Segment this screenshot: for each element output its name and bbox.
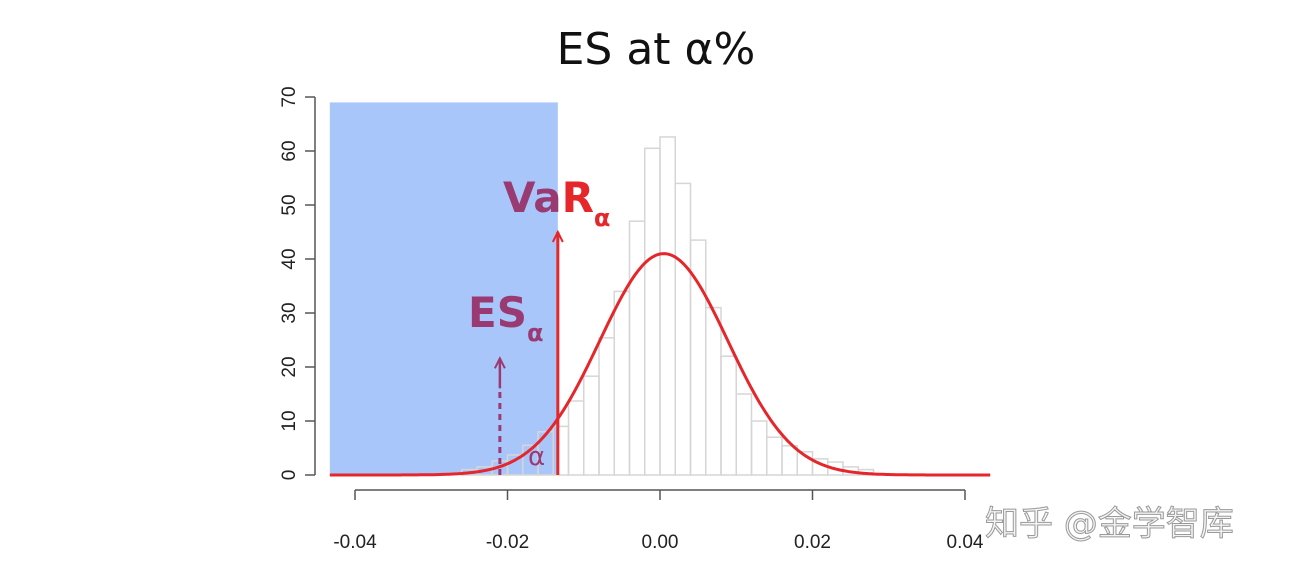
es-label-sub: α bbox=[527, 319, 544, 347]
chart-title: ES at α% bbox=[557, 24, 756, 75]
normal-curve-layer bbox=[329, 252, 991, 477]
alpha-label: α bbox=[528, 442, 545, 472]
var-arrow-icon bbox=[551, 229, 564, 243]
var-label-sub: α bbox=[594, 204, 611, 232]
x-tick-label: -0.02 bbox=[486, 532, 529, 553]
histogram-bar bbox=[781, 445, 798, 476]
y-tick-label: 70 bbox=[279, 86, 300, 107]
x-tick-label: 0.04 bbox=[947, 532, 984, 553]
y-tick-label: 30 bbox=[279, 302, 300, 323]
y-tick-label: 40 bbox=[279, 248, 300, 269]
histogram-bar bbox=[750, 420, 768, 476]
histogram-bar bbox=[766, 436, 783, 476]
histogram-bar bbox=[659, 136, 676, 476]
histogram-bar bbox=[598, 337, 615, 476]
histogram-bar bbox=[567, 400, 585, 476]
var-label-va: Va bbox=[503, 173, 562, 222]
tail-region-layer bbox=[329, 102, 558, 476]
histogram-bar bbox=[735, 393, 753, 476]
x-tick-label: 0.00 bbox=[642, 532, 679, 553]
watermark: 知乎 @金学智库 bbox=[985, 504, 1234, 544]
y-tick-label: 10 bbox=[279, 410, 300, 431]
var-label-r: R bbox=[562, 173, 594, 222]
histogram-bar bbox=[720, 355, 737, 476]
y-tick-label: 20 bbox=[279, 356, 300, 377]
histogram-bar bbox=[705, 306, 722, 476]
y-tick-label: 60 bbox=[279, 140, 300, 161]
y-axis: 0 10 20 30 40 50 60 70 bbox=[279, 86, 316, 481]
histogram-bars bbox=[461, 136, 875, 476]
x-tick-label: -0.04 bbox=[333, 532, 377, 553]
var-label: VaRα bbox=[503, 173, 610, 232]
histogram-bar bbox=[628, 220, 646, 476]
es-label-main: ES bbox=[468, 288, 527, 337]
histogram-bar bbox=[644, 147, 661, 476]
risk-lines bbox=[493, 229, 564, 475]
y-tick-label: 50 bbox=[279, 194, 300, 215]
normal-curve bbox=[329, 252, 991, 477]
tail-region bbox=[329, 102, 558, 476]
es-label: ESα bbox=[468, 288, 543, 347]
histogram-bar bbox=[583, 375, 600, 476]
x-tick-label: 0.02 bbox=[794, 532, 831, 553]
y-tick-label: 0 bbox=[279, 470, 300, 481]
es-arrow-icon bbox=[493, 356, 506, 369]
histogram-bar bbox=[613, 290, 631, 476]
x-axis: -0.04 -0.02 0.00 0.02 0.04 bbox=[333, 489, 984, 553]
histogram-bar bbox=[674, 182, 692, 476]
